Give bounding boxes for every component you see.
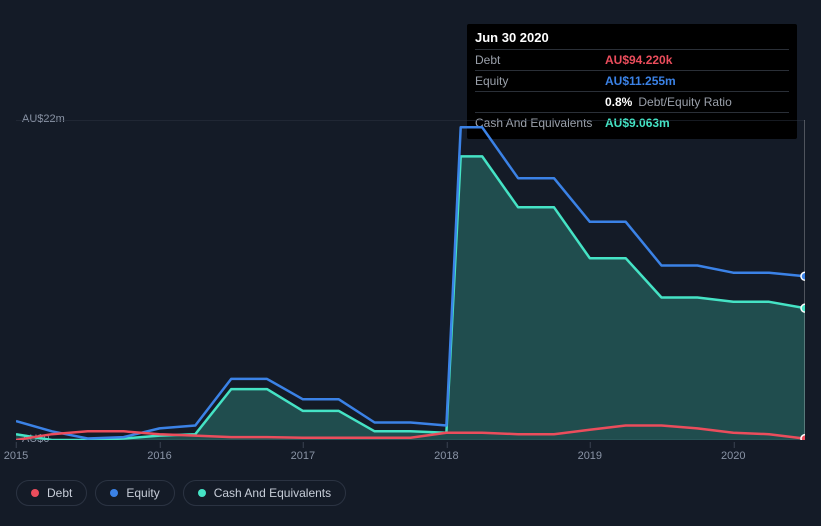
legend-item-equity[interactable]: Equity [95, 480, 174, 506]
tooltip-row-value: AU$94.220k [605, 53, 672, 67]
tooltip-row-value: 0.8% [605, 95, 632, 109]
chart-svg [16, 120, 805, 440]
legend-dot-icon [110, 489, 118, 497]
legend-item-label: Equity [126, 486, 159, 500]
marker-dot-debt [801, 435, 805, 440]
legend-item-label: Cash And Equivalents [214, 486, 331, 500]
legend-item-label: Debt [47, 486, 72, 500]
legend-item-debt[interactable]: Debt [16, 480, 87, 506]
tooltip-row-note: Debt/Equity Ratio [638, 95, 731, 109]
x-axis-tick: 2017 [291, 450, 315, 462]
tooltip-row-value: AU$11.255m [605, 74, 676, 88]
legend-dot-icon [31, 489, 39, 497]
tooltip-row: EquityAU$11.255m [475, 70, 789, 91]
marker-dot-equity [801, 272, 805, 280]
marker-dot-cash [801, 304, 805, 312]
tooltip-row: 0.8% Debt/Equity Ratio [475, 91, 789, 112]
tooltip-date: Jun 30 2020 [475, 30, 789, 45]
x-axis-tick: 2016 [147, 450, 171, 462]
x-axis-tick: 2015 [4, 450, 28, 462]
tooltip-row: DebtAU$94.220k [475, 49, 789, 70]
legend: Debt Equity Cash And Equivalents [16, 480, 346, 506]
x-axis-tick: 2018 [434, 450, 458, 462]
legend-item-cash-and-equivalents[interactable]: Cash And Equivalents [183, 480, 346, 506]
tooltip-row-label: Debt [475, 53, 605, 67]
x-axis-tick: 2020 [721, 450, 745, 462]
chart-plot-area[interactable] [16, 120, 805, 460]
x-axis: 201520162017201820192020 [16, 442, 805, 462]
tooltip-row-label: Equity [475, 74, 605, 88]
chart-container: Jun 30 2020 DebtAU$94.220kEquityAU$11.25… [0, 0, 821, 526]
tooltip-row-label [475, 95, 605, 109]
legend-dot-icon [198, 489, 206, 497]
x-axis-tick: 2019 [578, 450, 602, 462]
